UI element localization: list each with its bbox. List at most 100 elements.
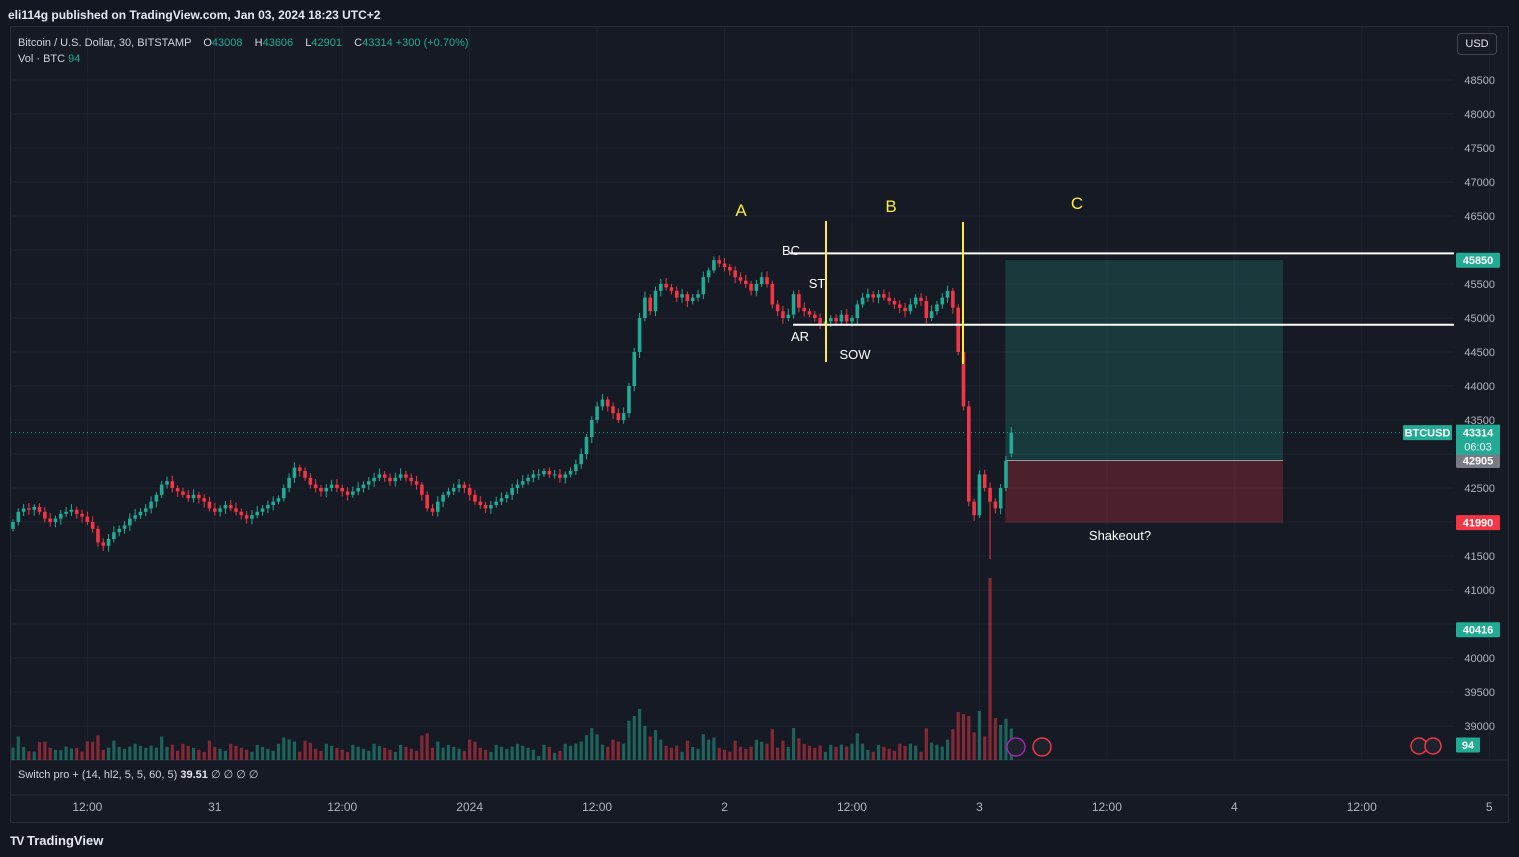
volume-bar xyxy=(282,737,286,760)
candle-body xyxy=(696,294,700,298)
volume-bar xyxy=(892,750,897,760)
candle-body xyxy=(90,522,95,529)
candle-body xyxy=(775,304,780,312)
candle-body xyxy=(728,267,732,271)
candle-body xyxy=(250,515,254,519)
candle-body xyxy=(85,516,90,522)
candle-body xyxy=(186,494,191,499)
candle-body xyxy=(552,474,557,476)
candles xyxy=(11,255,1014,560)
candle-body xyxy=(414,481,419,485)
volume-bar xyxy=(468,739,472,760)
volume-bar xyxy=(515,743,520,760)
candle-body xyxy=(786,314,791,318)
candle-body xyxy=(908,304,913,312)
volume-bar xyxy=(553,753,557,760)
current-price-tag: 43314 xyxy=(1463,428,1494,440)
volume-bar xyxy=(223,750,227,760)
candle-body xyxy=(967,406,971,502)
volume-bar xyxy=(213,746,217,760)
volume-bar xyxy=(351,744,355,760)
candle-body xyxy=(813,314,817,318)
change-value: +300 (+0.70%) xyxy=(395,37,469,49)
volume-bar xyxy=(669,747,674,760)
wave-label-a: A xyxy=(735,201,747,220)
volume-bar xyxy=(829,744,833,760)
tradingview-logo[interactable]: TV TradingView xyxy=(10,832,103,850)
lightning-event-icon xyxy=(1006,737,1026,757)
time-tick-label: 12:00 xyxy=(327,800,357,814)
current-price-tag-bg xyxy=(1456,424,1500,455)
volume-bar xyxy=(882,746,886,760)
time-tick-label: 12:00 xyxy=(72,800,102,814)
candle-body xyxy=(605,399,610,407)
volume-bar xyxy=(983,736,987,760)
candle-body xyxy=(234,508,238,512)
candle-body xyxy=(834,318,838,322)
volume-bar xyxy=(276,743,281,760)
volume-bar xyxy=(409,748,413,760)
profit-zone xyxy=(1005,260,1283,461)
volume-bar xyxy=(186,745,190,760)
price-tick-label: 48000 xyxy=(1464,109,1495,121)
volume-bar xyxy=(383,747,387,760)
us-flag-event-icon xyxy=(1424,737,1442,755)
candle-body xyxy=(749,284,753,291)
candle-body xyxy=(717,260,722,264)
candle-body xyxy=(96,528,100,543)
volume-bar xyxy=(993,718,997,760)
symbol-tag-bg xyxy=(1403,425,1452,441)
candle-body xyxy=(430,508,435,512)
volume-bar xyxy=(999,725,1003,760)
candle-body xyxy=(101,542,106,546)
symbol-name[interactable]: Bitcoin / U.S. Dollar, 30, BITSTAMP xyxy=(18,37,192,49)
volume-bar xyxy=(781,740,785,760)
candle-body xyxy=(404,474,408,478)
candle-body xyxy=(159,484,164,495)
candle-body xyxy=(80,513,84,517)
volume-bar xyxy=(404,746,408,760)
time-tick-label: 2024 xyxy=(456,800,483,814)
candle-body xyxy=(494,501,499,505)
candle-body xyxy=(223,505,228,509)
candle-body xyxy=(255,511,260,516)
candle-body xyxy=(924,301,929,318)
volume-bar xyxy=(855,733,859,760)
volume-bar xyxy=(37,742,42,760)
annotation-label: AR xyxy=(791,329,809,344)
candle-body xyxy=(282,488,286,499)
currency-button[interactable]: USD xyxy=(1457,33,1497,55)
candle-body xyxy=(935,304,939,312)
loss-zone xyxy=(1005,460,1283,523)
volume-bar xyxy=(170,744,174,760)
candle-body xyxy=(913,297,918,305)
candle-body xyxy=(308,477,313,485)
brand-name: TradingView xyxy=(26,833,104,848)
price-tick-label: 39000 xyxy=(1464,721,1495,733)
volume-label[interactable]: Vol · BTC xyxy=(18,53,66,65)
volume-bar xyxy=(356,746,360,760)
candle-body xyxy=(154,494,159,502)
volume-bar xyxy=(16,736,20,760)
candle-body xyxy=(759,277,764,284)
candle-body xyxy=(982,474,987,488)
candle-body xyxy=(505,494,509,499)
volume-bar xyxy=(919,751,923,760)
annotation-label: Shakeout? xyxy=(1089,528,1151,543)
candle-body xyxy=(722,263,727,267)
volume-bar xyxy=(611,739,615,760)
volume-bar xyxy=(59,750,63,760)
volume-bar xyxy=(664,745,668,760)
symbol-legend: Bitcoin / U.S. Dollar, 30, BITSTAMP O430… xyxy=(18,35,469,67)
chart-frame xyxy=(10,26,1509,823)
price-tick-label: 39500 xyxy=(1464,687,1495,699)
indicator-legend[interactable]: Switch pro + (14, hl2, 5, 5, 60, 5) 39.5… xyxy=(18,768,258,781)
candle-body xyxy=(53,518,58,522)
volume-bar xyxy=(813,747,817,760)
candle-body xyxy=(319,488,323,492)
volume-bar xyxy=(547,746,551,760)
candle-body xyxy=(329,484,334,488)
volume-bar xyxy=(945,739,950,760)
volume-bar xyxy=(324,743,328,760)
